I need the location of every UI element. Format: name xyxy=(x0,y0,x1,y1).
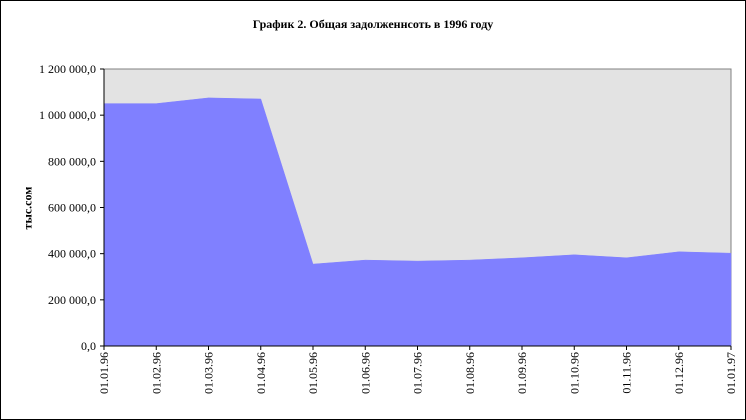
x-tick-label: 01.03.96 xyxy=(202,352,216,394)
y-tick-label: 400 000,0 xyxy=(48,247,96,261)
y-ticks: 0,0 200 000,0 400 000,0 600 000,0 800 000,0 1… xyxy=(39,62,104,353)
x-tick-label: 01.01.97 xyxy=(724,352,738,394)
x-tick-label: 01.06.96 xyxy=(358,352,372,394)
x-tick-label: 01.08.96 xyxy=(463,352,477,394)
series-area xyxy=(103,97,732,347)
x-tick-label: 01.12.96 xyxy=(672,352,686,394)
x-tick-label: 01.05.96 xyxy=(306,352,320,394)
y-tick-label: 200 000,0 xyxy=(48,293,96,307)
x-tick-label: 01.04.96 xyxy=(254,352,268,394)
y-tick-label: 800 000,0 xyxy=(48,154,96,168)
y-tick-label: 0,0 xyxy=(81,339,96,353)
x-tick-label: 01.09.96 xyxy=(515,352,529,394)
y-tick-label: 600 000,0 xyxy=(48,201,96,215)
y-tick-label: 1 000 000,0 xyxy=(39,108,96,122)
x-tick-label: 01.10.96 xyxy=(567,352,581,394)
x-tick-label: 01.02.96 xyxy=(149,352,163,394)
x-tick-label: 01.11.96 xyxy=(620,352,634,394)
x-tick-label: 01.01.96 xyxy=(97,352,111,394)
chart-title: График 2. Общая задолженнсоть в 1996 год… xyxy=(252,17,494,31)
x-tick-label: 01.07.96 xyxy=(411,352,425,394)
y-tick-label: 1 200 000,0 xyxy=(39,62,96,76)
x-ticks: 01.01.96 01.02.96 01.03.96 01.04.96 01.05.96… xyxy=(97,346,738,394)
